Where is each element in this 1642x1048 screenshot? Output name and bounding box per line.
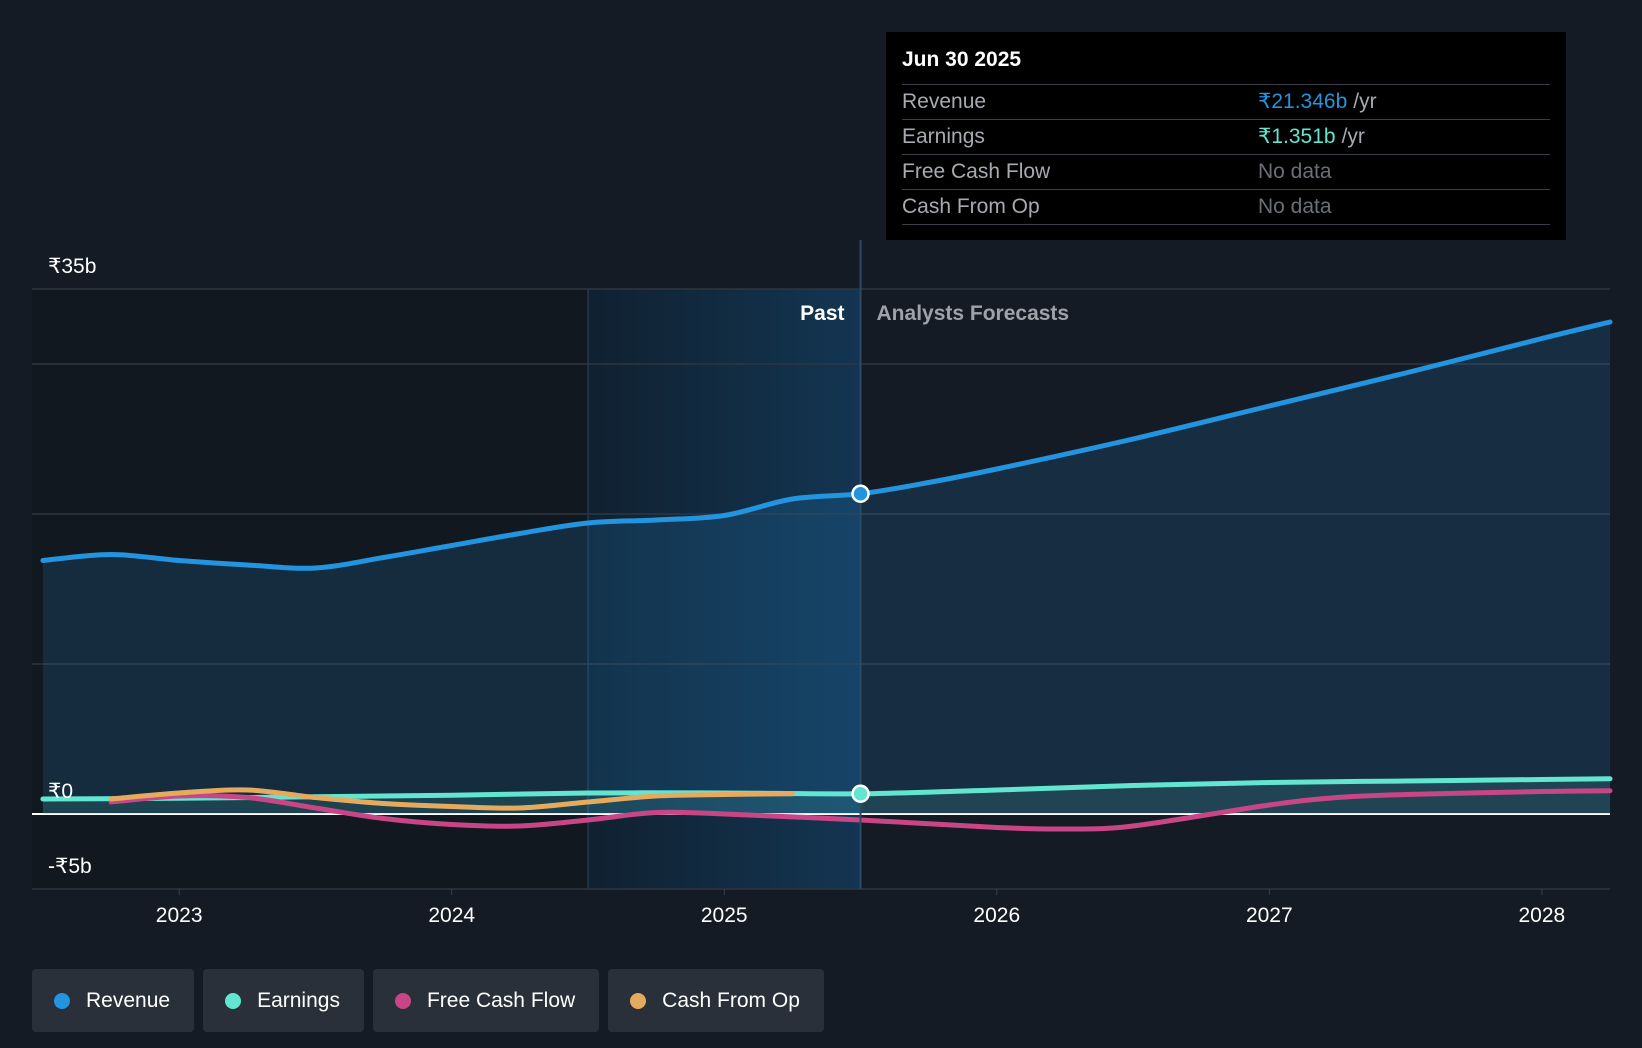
x-tick-label: 2027 (1246, 904, 1293, 927)
x-tick-label: 2026 (973, 904, 1020, 927)
y-tick-label: -₹5b (48, 855, 92, 878)
tooltip-row-revenue: Revenue ₹21.346b/yr (902, 85, 1550, 120)
x-tick-label: 2024 (428, 904, 475, 927)
tooltip-label: Earnings (902, 125, 985, 148)
tooltip-value: No data (1258, 160, 1332, 183)
past-label: Past (800, 302, 844, 325)
legend-item-cash-from-op[interactable]: Cash From Op (608, 969, 824, 1032)
fcf-line (108, 788, 1613, 832)
past-region-highlight (587, 289, 861, 889)
tooltip-label: Revenue (902, 90, 987, 113)
tooltip-date: Jun 30 2025 (902, 46, 1550, 85)
tooltip-label: Free Cash Flow (902, 160, 1051, 183)
cash-from-op-dot-icon (630, 992, 647, 1009)
legend: Revenue Earnings Free Cash Flow Cash Fro… (32, 969, 824, 1032)
legend-item-free-cash-flow[interactable]: Free Cash Flow (372, 969, 600, 1032)
tooltip-row-cfo: Cash From Op No data (902, 190, 1550, 225)
legend-item-earnings[interactable]: Earnings (203, 969, 364, 1032)
tooltip-row-fcf: Free Cash Flow No data (902, 155, 1550, 190)
tooltip-value: No data (1258, 195, 1332, 218)
legend-label: Earnings (257, 988, 340, 1012)
x-tick-label: 2023 (156, 904, 203, 927)
revenue-area (42, 322, 1610, 814)
free-cash-flow-dot-icon (394, 992, 411, 1009)
x-tick-label: 2025 (701, 904, 748, 927)
forecast-label: Analysts Forecasts (877, 302, 1070, 325)
y-tick-label: ₹0 (48, 780, 73, 803)
x-tick-label: 2028 (1519, 904, 1566, 927)
earnings-marker (851, 784, 870, 803)
tooltip-unit: /yr (1341, 125, 1365, 148)
tooltip: Jun 30 2025 Revenue ₹21.346b/yr Earnings… (886, 32, 1566, 240)
tooltip-label: Cash From Op (902, 195, 1040, 218)
tooltip-unit: /yr (1353, 90, 1377, 113)
tooltip-value: ₹1.351b (1258, 125, 1336, 148)
chart-canvas: ₹35b ₹0 -₹5b 2023 2024 2025 2026 2027 2028 Past An… (32, 240, 1613, 927)
past-region-dark (32, 289, 588, 889)
legend-label: Free Cash Flow (426, 988, 576, 1012)
y-tick-label: ₹35b (48, 255, 96, 278)
legend-item-revenue[interactable]: Revenue (32, 969, 195, 1032)
tooltip-value: ₹21.346b (1258, 90, 1348, 113)
tooltip-row-earnings: Earnings ₹1.351b/yr (902, 120, 1550, 155)
cfo-line (108, 787, 795, 811)
revenue-marker (851, 484, 870, 503)
revenue-line (40, 319, 1613, 571)
legend-label: Cash From Op (662, 988, 800, 1012)
earnings-dot-icon (225, 992, 242, 1009)
revenue-dot-icon (54, 992, 70, 1009)
legend-label: Revenue (86, 988, 171, 1012)
